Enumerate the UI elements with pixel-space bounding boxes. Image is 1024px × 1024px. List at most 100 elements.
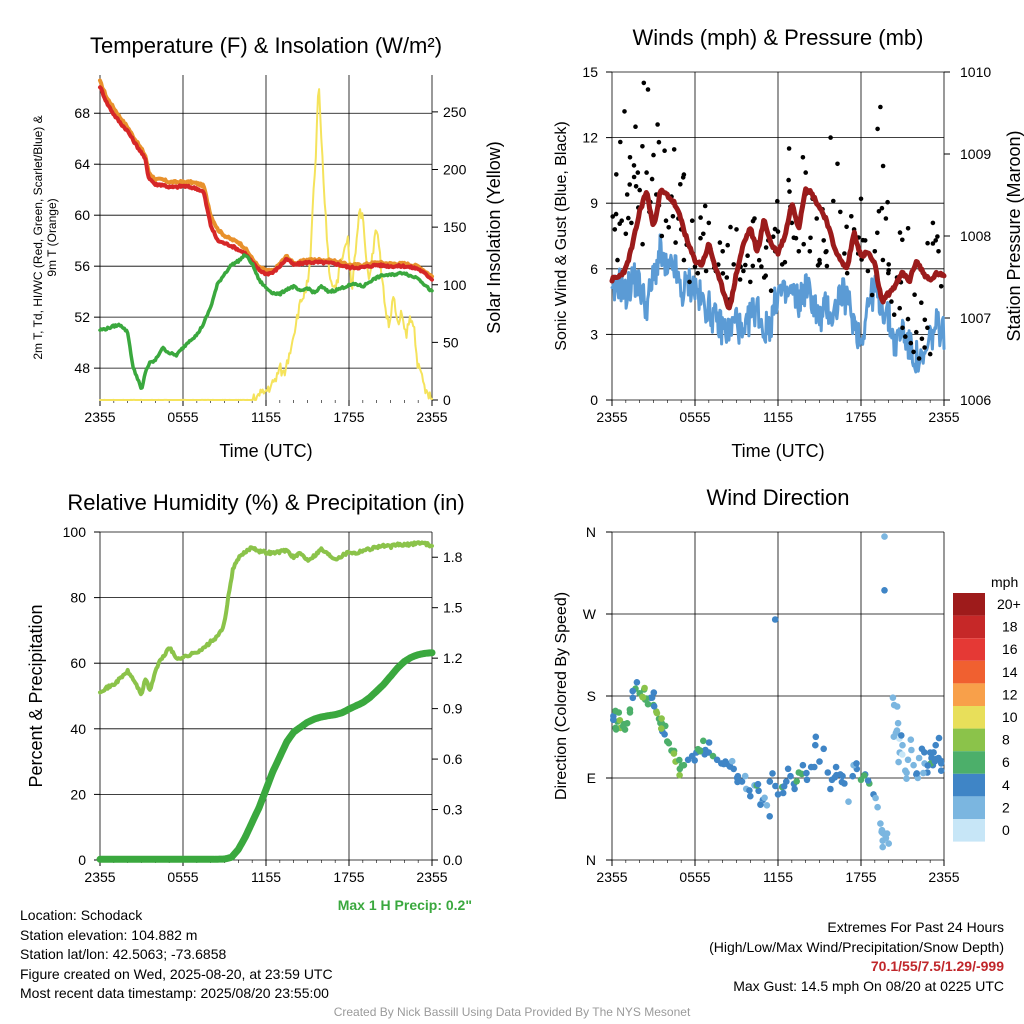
wind-gust-point	[823, 249, 828, 255]
wind-gust-point	[734, 227, 739, 232]
rh-line	[98, 540, 434, 697]
dir-legend-swatch	[953, 683, 985, 706]
wind-gust-point	[808, 235, 813, 241]
wind-gust-point	[633, 124, 638, 129]
dir-point	[658, 715, 665, 722]
dir-point	[784, 765, 792, 773]
rh-y-right-tick-label: 0.9	[443, 701, 463, 717]
dir-point	[769, 770, 776, 777]
wind-gust-point	[698, 235, 703, 241]
dir-point	[924, 762, 932, 769]
rh-y-tick-label: 20	[70, 786, 86, 802]
dir-point	[878, 826, 886, 834]
dir-point	[621, 726, 629, 733]
dir-point	[921, 749, 928, 756]
wind-speed-line	[610, 233, 946, 374]
wind-gust-point	[610, 214, 615, 219]
temp-y-right-tick-label: 0	[443, 392, 451, 408]
dir-point	[812, 733, 820, 741]
extremes-info: Extremes For Past 24 Hours (High/Low/Max…	[709, 918, 1004, 996]
wind-gust-point	[629, 220, 634, 226]
dir-point	[904, 756, 912, 764]
wind-gust-point	[671, 147, 677, 152]
wind-gust-point	[702, 203, 708, 209]
wind-gust-point	[796, 249, 802, 254]
dir-point	[772, 782, 779, 790]
dir-point	[787, 772, 794, 780]
wind-gust-point	[770, 234, 776, 239]
dir-point	[903, 775, 910, 782]
wind-gust-point	[886, 262, 891, 267]
wind-gust-point	[692, 264, 698, 269]
wind-chart-title: Winds (mph) & Pressure (mb)	[633, 25, 924, 50]
dir-point	[872, 794, 879, 802]
wind-gust-point	[883, 216, 889, 221]
wind-gust-point	[748, 279, 753, 285]
dir-legend-swatch	[953, 593, 985, 616]
wind-gust-point	[835, 161, 840, 167]
dir-point	[932, 755, 940, 763]
dir-legend-label: 2	[1002, 799, 1010, 815]
wind-gust-point	[775, 198, 780, 204]
wind-gust-point	[886, 267, 891, 273]
wind-gust-point	[731, 262, 736, 267]
wind-gust-point	[614, 172, 619, 177]
dir-point	[898, 732, 905, 739]
wind-x-tick-label: 0555	[679, 409, 710, 425]
dir-point	[650, 689, 658, 696]
wind-gust-point	[720, 271, 726, 276]
dir-point	[864, 777, 872, 784]
rh-y-tick-label: 60	[70, 655, 86, 671]
max-gust-text: Max Gust: 14.5 mph On 08/20 at 0225 UTC	[733, 977, 1004, 994]
dir-point	[791, 785, 798, 793]
wind-gust-point	[916, 356, 922, 361]
wind-gust-point	[724, 275, 730, 280]
dir-point	[676, 771, 683, 779]
wind-gust-point	[824, 263, 830, 269]
wind-gust-point	[617, 221, 622, 226]
wind-gust-point	[743, 262, 748, 268]
wind-y-right-axis-label: Station Pressure (Maroon)	[1004, 130, 1024, 341]
dir-point	[803, 769, 810, 777]
dir-point	[620, 720, 628, 728]
wind-gust-point	[912, 292, 917, 298]
dir-point	[648, 694, 656, 701]
dir-x-tick-label: 2355	[596, 869, 627, 885]
rh-chart-title: Relative Humidity (%) & Precipitation (i…	[67, 490, 464, 515]
dir-point	[816, 758, 823, 765]
dir-legend-swatch	[953, 819, 985, 842]
location-text: Location: Schodack	[20, 907, 143, 923]
wind-gust-point	[695, 270, 701, 276]
rh-y-right-tick-label: 0.3	[443, 802, 463, 818]
dir-point	[838, 778, 846, 786]
extremes-title: Extremes For Past 24 Hours	[827, 919, 1004, 935]
wind-gust-point	[756, 257, 762, 263]
dir-point	[893, 703, 901, 710]
wind-gust-point	[745, 253, 750, 258]
station-info: Location: Schodack Station elevation: 10…	[20, 906, 333, 1004]
dir-point	[629, 694, 637, 702]
wind-gust-point	[821, 238, 826, 243]
rh-x-tick-label: 2355	[84, 869, 115, 885]
rh-x-tick-label: 1155	[251, 869, 281, 885]
wind-gust-point	[800, 155, 806, 160]
dir-point	[665, 739, 673, 747]
dir-point	[761, 794, 768, 802]
wind-gust-point	[935, 234, 940, 239]
extremes-subtitle: (High/Low/Max Wind/Precipitation/Snow De…	[709, 938, 1004, 955]
dir-point	[874, 803, 881, 811]
wind-gust-point	[662, 148, 667, 153]
wind-gust-point	[791, 235, 797, 240]
rh-y-right-tick-label: 1.2	[443, 650, 463, 666]
latlon-text: Station lat/lon: 42.5063; -73.6858	[20, 946, 227, 962]
wind-y-right-tick-label: 1008	[960, 228, 991, 244]
wind-gust-point	[623, 231, 629, 237]
wind-gust-point	[717, 240, 723, 245]
wind-gust-point	[645, 87, 651, 92]
wind-y-right-tick-label: 1006	[960, 392, 991, 408]
dir-point	[890, 733, 898, 740]
wind-y-right-tick-label: 1009	[960, 146, 991, 162]
wind-gust-point	[814, 216, 819, 221]
wind-gust-point	[897, 305, 902, 311]
temp-y-tick-label: 52	[74, 309, 90, 325]
